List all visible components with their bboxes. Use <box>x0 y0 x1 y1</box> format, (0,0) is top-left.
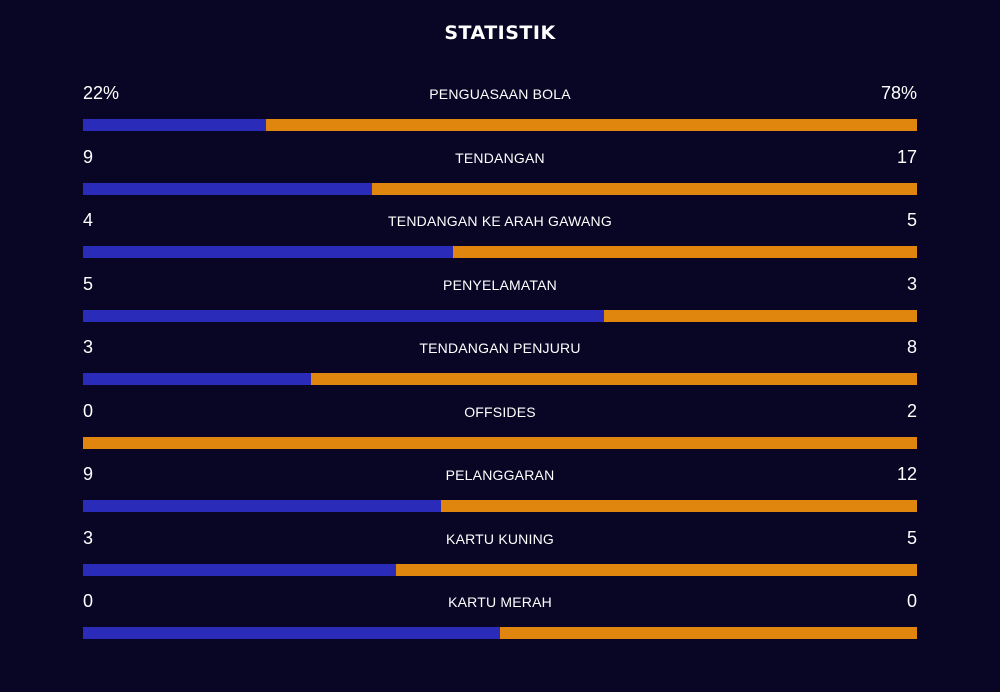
stat-row-yellow-cards: 3 KARTU KUNING 5 <box>83 525 917 589</box>
away-value: 3 <box>906 273 917 294</box>
home-value: 3 <box>83 527 94 548</box>
home-bar-fill <box>83 119 267 131</box>
home-value: 0 <box>83 591 94 611</box>
stat-row-offsides: 0 OFFSIDES 2 <box>83 398 917 462</box>
away-value: 5 <box>906 527 917 548</box>
away-value: 5 <box>906 210 917 230</box>
away-bar-fill <box>310 373 917 385</box>
stat-row-saves: 5 PENYELAMATAN 3 <box>83 271 917 335</box>
comparison-bar <box>83 436 917 449</box>
home-bar-fill <box>83 627 500 639</box>
comparison-bar <box>83 182 917 195</box>
stat-row-possession: 22% PENGUASAAN BOLA 78% <box>83 80 917 144</box>
home-bar-fill <box>83 246 454 258</box>
comparison-bar <box>83 246 917 258</box>
away-bar-fill <box>83 436 917 449</box>
home-value: 9 <box>83 464 94 484</box>
stat-row-shots: 9 TENDANGAN 17 <box>83 144 917 208</box>
comparison-bar <box>83 309 917 322</box>
stat-label: KARTU KUNING <box>446 530 554 547</box>
comparison-bar <box>83 373 917 385</box>
home-value: 0 <box>83 400 94 421</box>
away-bar-fill <box>395 563 917 576</box>
stat-label: PENGUASAAN BOLA <box>429 86 571 102</box>
away-bar-fill <box>453 246 917 258</box>
home-bar-fill <box>83 309 605 322</box>
home-value: 9 <box>83 146 94 167</box>
stat-label: PENYELAMATAN <box>443 276 557 293</box>
stat-label: OFFSIDES <box>464 403 536 420</box>
away-value: 2 <box>906 400 917 421</box>
comparison-bar <box>83 500 917 512</box>
comparison-bar <box>83 563 917 576</box>
away-value: 12 <box>896 464 917 484</box>
home-bar-fill <box>83 373 311 385</box>
home-value: 4 <box>83 210 94 230</box>
stat-row-red-cards: 0 KARTU MERAH 0 <box>83 588 917 652</box>
home-bar-fill <box>83 500 441 512</box>
away-bar-fill <box>500 627 917 639</box>
stat-row-shots-on-target: 4 TENDANGAN KE ARAH GAWANG 5 <box>83 207 917 271</box>
stats-title: STATISTIK <box>444 22 556 44</box>
stat-label: TENDANGAN KE ARAH GAWANG <box>388 213 612 229</box>
stat-row-corners: 3 TENDANGAN PENJURU 8 <box>83 334 917 398</box>
away-value: 17 <box>896 146 917 167</box>
comparison-bar <box>83 119 917 131</box>
comparison-bar <box>83 627 917 639</box>
away-value: 0 <box>906 591 917 611</box>
home-bar-fill <box>83 182 372 195</box>
home-value: 3 <box>83 337 94 357</box>
away-value: 8 <box>906 337 917 357</box>
home-bar-fill <box>83 563 396 576</box>
stat-label: TENDANGAN PENJURU <box>419 340 581 356</box>
stat-label: KARTU MERAH <box>448 594 552 610</box>
away-bar-fill <box>371 182 917 195</box>
away-bar-fill <box>266 119 917 131</box>
away-value: 78% <box>880 83 917 103</box>
away-bar-fill <box>604 309 917 322</box>
home-value: 5 <box>83 273 94 294</box>
home-value: 22% <box>83 83 120 103</box>
stat-label: TENDANGAN <box>455 149 545 166</box>
stat-label: PELANGGARAN <box>445 467 555 483</box>
stats-list: 22% PENGUASAAN BOLA 78% 9 TENDANGAN 17 4… <box>83 80 917 652</box>
stat-row-fouls: 9 PELANGGARAN 12 <box>83 461 917 525</box>
away-bar-fill <box>440 500 917 512</box>
